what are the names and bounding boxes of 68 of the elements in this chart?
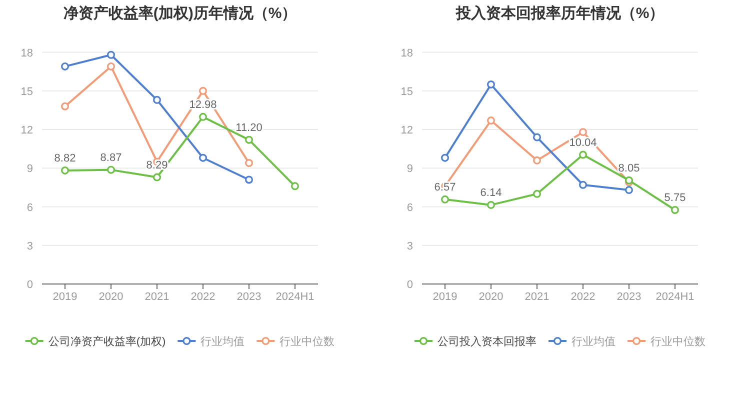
y-tick-label: 18	[20, 47, 33, 60]
y-tick-label: 12	[400, 124, 413, 137]
point	[61, 62, 69, 70]
point	[61, 166, 69, 174]
point	[199, 112, 207, 121]
y-tick-label: 9	[406, 163, 413, 176]
legend-label: 行业均值	[200, 335, 245, 348]
legend-label: 行业中位数	[280, 335, 335, 348]
point	[533, 156, 541, 164]
point	[441, 154, 449, 162]
point	[533, 133, 541, 142]
point	[153, 173, 161, 182]
y-tick-label: 0	[26, 279, 33, 291]
x-tick-label: 2024H1	[656, 291, 694, 303]
point	[671, 206, 679, 214]
data-label: 8.87	[100, 152, 122, 164]
point	[61, 102, 69, 110]
x-tick-label: 2020	[98, 291, 124, 303]
data-label: 6.14	[480, 186, 502, 199]
point	[579, 150, 587, 159]
y-tick-label: 9	[26, 163, 33, 176]
point	[107, 50, 115, 59]
point	[153, 96, 161, 104]
x-tick-label: 2021	[524, 291, 550, 303]
data-label: 8.82	[54, 152, 76, 164]
y-tick-label: 3	[26, 240, 33, 252]
legend-label: 公司投入资本回报率	[438, 335, 536, 348]
y-tick-label: 6	[26, 202, 33, 214]
point	[533, 190, 541, 198]
data-label: 5.75	[664, 192, 686, 204]
point	[579, 128, 587, 136]
data-label: 8.05	[618, 162, 640, 174]
x-tick-label: 2023	[616, 291, 642, 303]
y-tick-label: 15	[400, 86, 413, 98]
x-tick-label: 2021	[144, 291, 170, 303]
point	[245, 159, 253, 167]
x-tick-label: 2024H1	[276, 291, 314, 303]
legend-label: 公司净资产收益率(加权)	[48, 335, 166, 348]
legend-label: 行业均值	[572, 335, 616, 348]
x-tick-label: 2019	[432, 291, 458, 303]
y-tick-label: 15	[20, 86, 33, 98]
y-tick-label: 0	[406, 279, 413, 291]
point	[107, 62, 115, 70]
point	[291, 182, 299, 190]
point	[245, 176, 253, 184]
chart-title: 净资产收益率(加权)历年情况（%）	[63, 4, 297, 22]
point	[245, 136, 253, 144]
point	[487, 116, 495, 125]
y-tick-label: 6	[406, 202, 413, 214]
x-tick-label: 2022	[570, 291, 596, 303]
point	[441, 195, 449, 204]
point	[199, 154, 207, 162]
x-tick-label: 2023	[236, 291, 262, 303]
chart-title: 投入资本回报率历年情况（%）	[454, 4, 664, 22]
data-label: 11.20	[236, 122, 262, 134]
point	[199, 86, 207, 95]
point	[487, 80, 495, 88]
point	[107, 166, 115, 174]
legend-label: 行业中位数	[650, 335, 706, 348]
point	[625, 186, 633, 194]
y-tick-label: 3	[406, 240, 413, 252]
y-tick-label: 12	[20, 124, 33, 137]
x-tick-label: 2019	[52, 291, 78, 303]
point	[487, 200, 495, 209]
point	[579, 180, 587, 189]
x-tick-label: 2022	[190, 291, 216, 303]
x-tick-label: 2020	[478, 291, 504, 303]
y-tick-label: 18	[400, 47, 413, 60]
